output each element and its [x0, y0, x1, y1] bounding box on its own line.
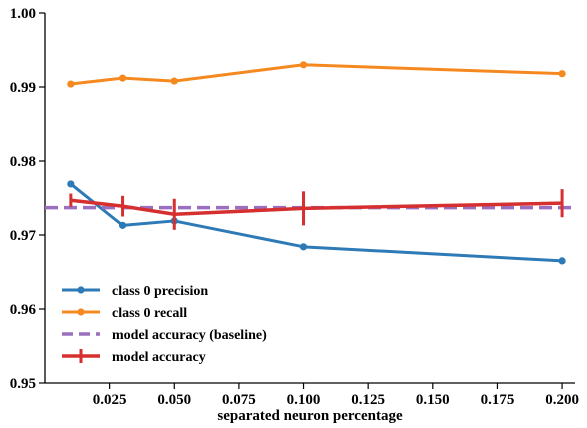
- data-point: [299, 61, 308, 69]
- legend-item-class-0-recall: class 0 recall: [62, 306, 187, 321]
- data-point: [170, 77, 178, 85]
- x-tick-label: 0.175: [481, 392, 515, 408]
- data-point: [299, 243, 308, 251]
- legend-marker: [77, 308, 85, 316]
- y-tick-label: 0.95: [10, 376, 36, 392]
- data-point: [558, 70, 566, 78]
- y-tick-label: 1.00: [10, 6, 36, 22]
- series-line: [70, 63, 563, 86]
- legend-marker: [77, 286, 85, 294]
- data-point: [118, 221, 127, 229]
- x-tick-label: 0.050: [157, 392, 191, 408]
- legend-item-model-accuracy-baseline: model accuracy (baseline): [62, 328, 267, 343]
- x-tick-label: 0.025: [93, 392, 127, 408]
- legend-item-class-0-precision: class 0 precision: [62, 284, 208, 299]
- series-class-0-recall: [67, 61, 566, 88]
- series-layer: [45, 61, 575, 265]
- legend-item-model-accuracy: model accuracy: [62, 349, 206, 365]
- legend: class 0 precision class 0 recall model acc…: [62, 284, 267, 365]
- x-axis-label: separated neuron percentage: [217, 408, 403, 424]
- x-tick-label: 0.150: [416, 392, 450, 408]
- y-tick-label: 0.96: [10, 302, 37, 318]
- x-tick-label: 0.075: [222, 392, 256, 408]
- legend-label: model accuracy (baseline): [112, 328, 267, 343]
- y-tick-label: 0.99: [10, 80, 36, 96]
- axes: [44, 13, 575, 384]
- series-line: [69, 182, 563, 263]
- x-tick-label: 0.125: [351, 392, 385, 408]
- data-point: [67, 80, 75, 88]
- legend-label: class 0 recall: [112, 306, 187, 321]
- data-point: [67, 180, 75, 188]
- ticks: 0.95 0.96 0.97 0.98 0.99 1.00 0.025 0.050 0.075 0…: [10, 6, 579, 408]
- legend-label: model accuracy: [112, 350, 206, 365]
- x-tick-label: 0.200: [545, 392, 579, 408]
- x-tick-label: 0.100: [287, 392, 321, 408]
- data-point: [558, 257, 566, 265]
- y-tick-label: 0.97: [10, 228, 37, 244]
- series-class-0-precision: [67, 180, 566, 265]
- y-tick-label: 0.98: [10, 154, 36, 170]
- data-point: [118, 74, 127, 82]
- series-model-accuracy: [69, 189, 564, 230]
- legend-label: class 0 precision: [112, 284, 208, 299]
